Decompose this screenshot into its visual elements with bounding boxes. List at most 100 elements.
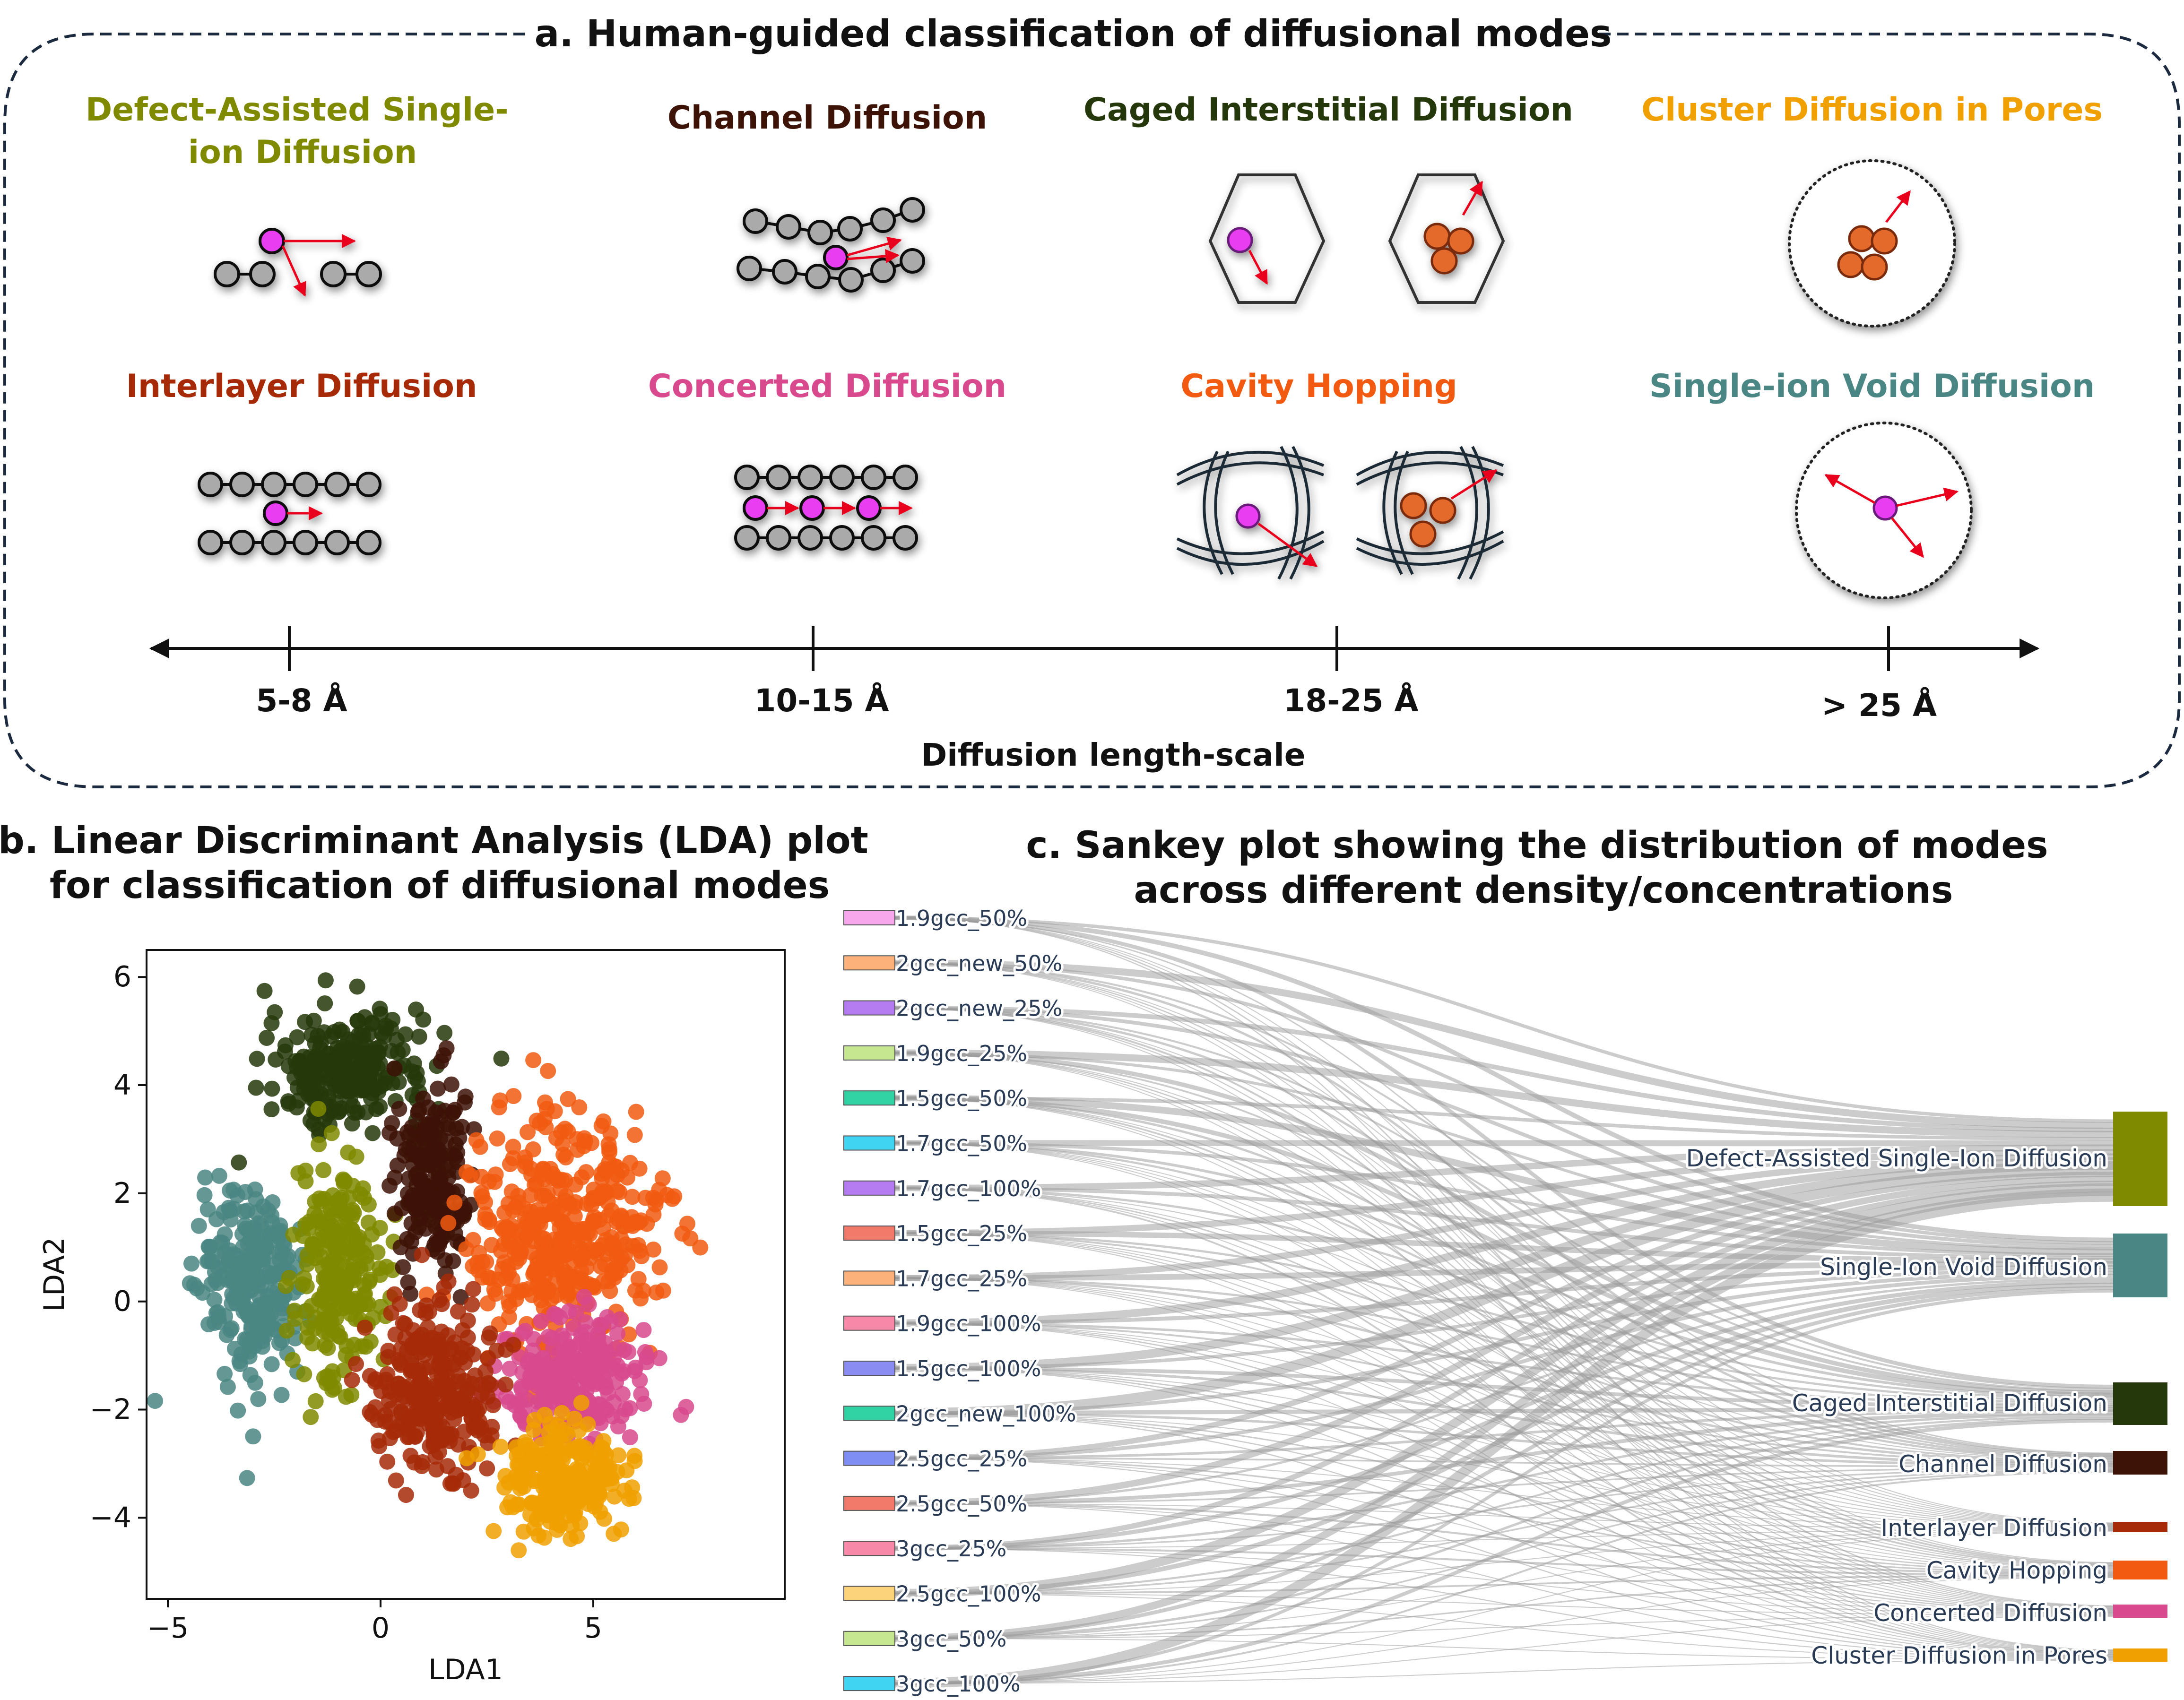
lda-point	[250, 1391, 267, 1407]
lda-point	[249, 1051, 265, 1067]
lda-point	[306, 1205, 323, 1222]
lda-point	[371, 1438, 388, 1454]
lda-point	[549, 1357, 566, 1373]
sankey-source-node: 1.7gcc_25%	[843, 1263, 1030, 1294]
sankey-source-bar	[843, 1000, 895, 1016]
lda-point	[515, 1523, 532, 1540]
lda-point	[525, 1422, 542, 1438]
sankey-link	[894, 1470, 2114, 1640]
lda-point	[569, 1141, 586, 1158]
sankey-link	[894, 1144, 2114, 1191]
lda-point	[563, 1531, 579, 1547]
lda-point	[264, 1284, 281, 1301]
lda-point	[300, 1220, 317, 1236]
lda-point	[511, 1542, 527, 1559]
lda-point	[648, 1284, 665, 1301]
lda-point	[239, 1470, 255, 1486]
lda-point	[483, 1427, 500, 1444]
lda-point	[622, 1429, 638, 1445]
sankey-link	[894, 1140, 2114, 1147]
lda-point	[613, 1521, 629, 1538]
sankey-link	[894, 1638, 2114, 1660]
lda-point	[317, 995, 333, 1011]
lda-point	[433, 1373, 450, 1389]
lda-point	[263, 1225, 279, 1242]
lda-point	[264, 1080, 280, 1097]
lda-point	[557, 1172, 573, 1189]
lda-point	[330, 1104, 347, 1121]
sankey-source-node: 1.5gcc_100%	[843, 1354, 1043, 1384]
sankey-target-node: Cluster Diffusion in Pores	[1809, 1640, 2167, 1672]
lda-point	[380, 1349, 396, 1365]
sankey-link	[894, 1286, 2114, 1640]
lda-point	[506, 1223, 523, 1239]
lda-point	[323, 1125, 340, 1141]
lda-ytick-label: −4	[90, 1501, 131, 1534]
lda-point	[559, 1219, 576, 1236]
lda-point	[529, 1448, 545, 1464]
lda-point	[362, 1271, 378, 1288]
lda-point	[364, 1125, 381, 1141]
lda-point	[338, 1278, 354, 1294]
lda-point	[398, 1487, 414, 1503]
lda-point	[507, 1199, 524, 1215]
sankey-source-label: 1.5gcc_50%	[896, 1086, 1027, 1111]
lda-point	[537, 1243, 554, 1260]
lda-point	[344, 1202, 361, 1218]
lda-point	[321, 1045, 337, 1062]
sankey-link	[894, 1161, 2114, 1373]
lda-point	[268, 1051, 284, 1068]
lda-point	[477, 1194, 493, 1210]
lda-point	[183, 1255, 199, 1272]
lda-point	[618, 1462, 635, 1479]
sankey-source-label: 1.7gcc_25%	[896, 1266, 1027, 1291]
sankey-link	[894, 1052, 2114, 1652]
sankey-source-label: 1.9gcc_25%	[896, 1041, 1027, 1066]
lda-point	[491, 1271, 507, 1288]
lda-point	[502, 1361, 518, 1377]
lda-point	[344, 1372, 360, 1388]
lda-point	[533, 1313, 549, 1329]
lda-point	[546, 1306, 562, 1322]
sankey-link	[894, 1413, 2114, 1657]
lda-point	[505, 1139, 521, 1155]
lda-point	[451, 1130, 468, 1146]
lda-point	[464, 1397, 480, 1413]
sankey-link	[894, 1007, 2114, 1608]
mode-label-interlayer: Interlayer Diffusion	[126, 368, 477, 405]
sankey-source-bar	[843, 1090, 895, 1106]
lda-point	[469, 1446, 486, 1463]
sankey-link	[894, 1277, 2114, 1656]
lda-point	[436, 1279, 452, 1296]
lda-point	[429, 1338, 446, 1354]
sankey-source-node: 1.9gcc_100%	[843, 1309, 1043, 1339]
sankey-target-bar	[2113, 1605, 2167, 1618]
lda-point	[525, 1141, 541, 1157]
sankey-link	[894, 1413, 2114, 1614]
lda-point	[578, 1259, 595, 1276]
sankey-link	[894, 962, 2114, 1651]
lda-point	[395, 1315, 411, 1331]
lda-point	[404, 1336, 420, 1353]
lda-point	[201, 1239, 217, 1256]
sankey-source-bar	[843, 1135, 895, 1151]
lda-point	[586, 1478, 603, 1494]
lda-point	[443, 1340, 459, 1357]
axis-tick-5-8: 5-8 Å	[256, 682, 347, 719]
lda-point	[509, 1457, 526, 1473]
sankey-source-node: 1.7gcc_50%	[843, 1129, 1030, 1159]
lda-point	[529, 1113, 545, 1129]
lda-point	[540, 1329, 556, 1345]
lda-xtick-label: 5	[584, 1612, 602, 1645]
lda-point	[259, 1030, 275, 1046]
lda-point	[511, 1392, 528, 1409]
lda-point	[245, 1428, 261, 1445]
sankey-source-node: 3gcc_50%	[843, 1624, 1009, 1654]
lda-point	[435, 1047, 452, 1063]
lda-point	[315, 1162, 332, 1178]
lda-point	[344, 1177, 361, 1194]
sankey-target-label: Cavity Hopping	[1926, 1557, 2107, 1584]
sankey-link	[894, 1051, 2114, 1251]
lda-point	[467, 1367, 483, 1384]
concerted-diffusion-icon	[734, 465, 918, 551]
